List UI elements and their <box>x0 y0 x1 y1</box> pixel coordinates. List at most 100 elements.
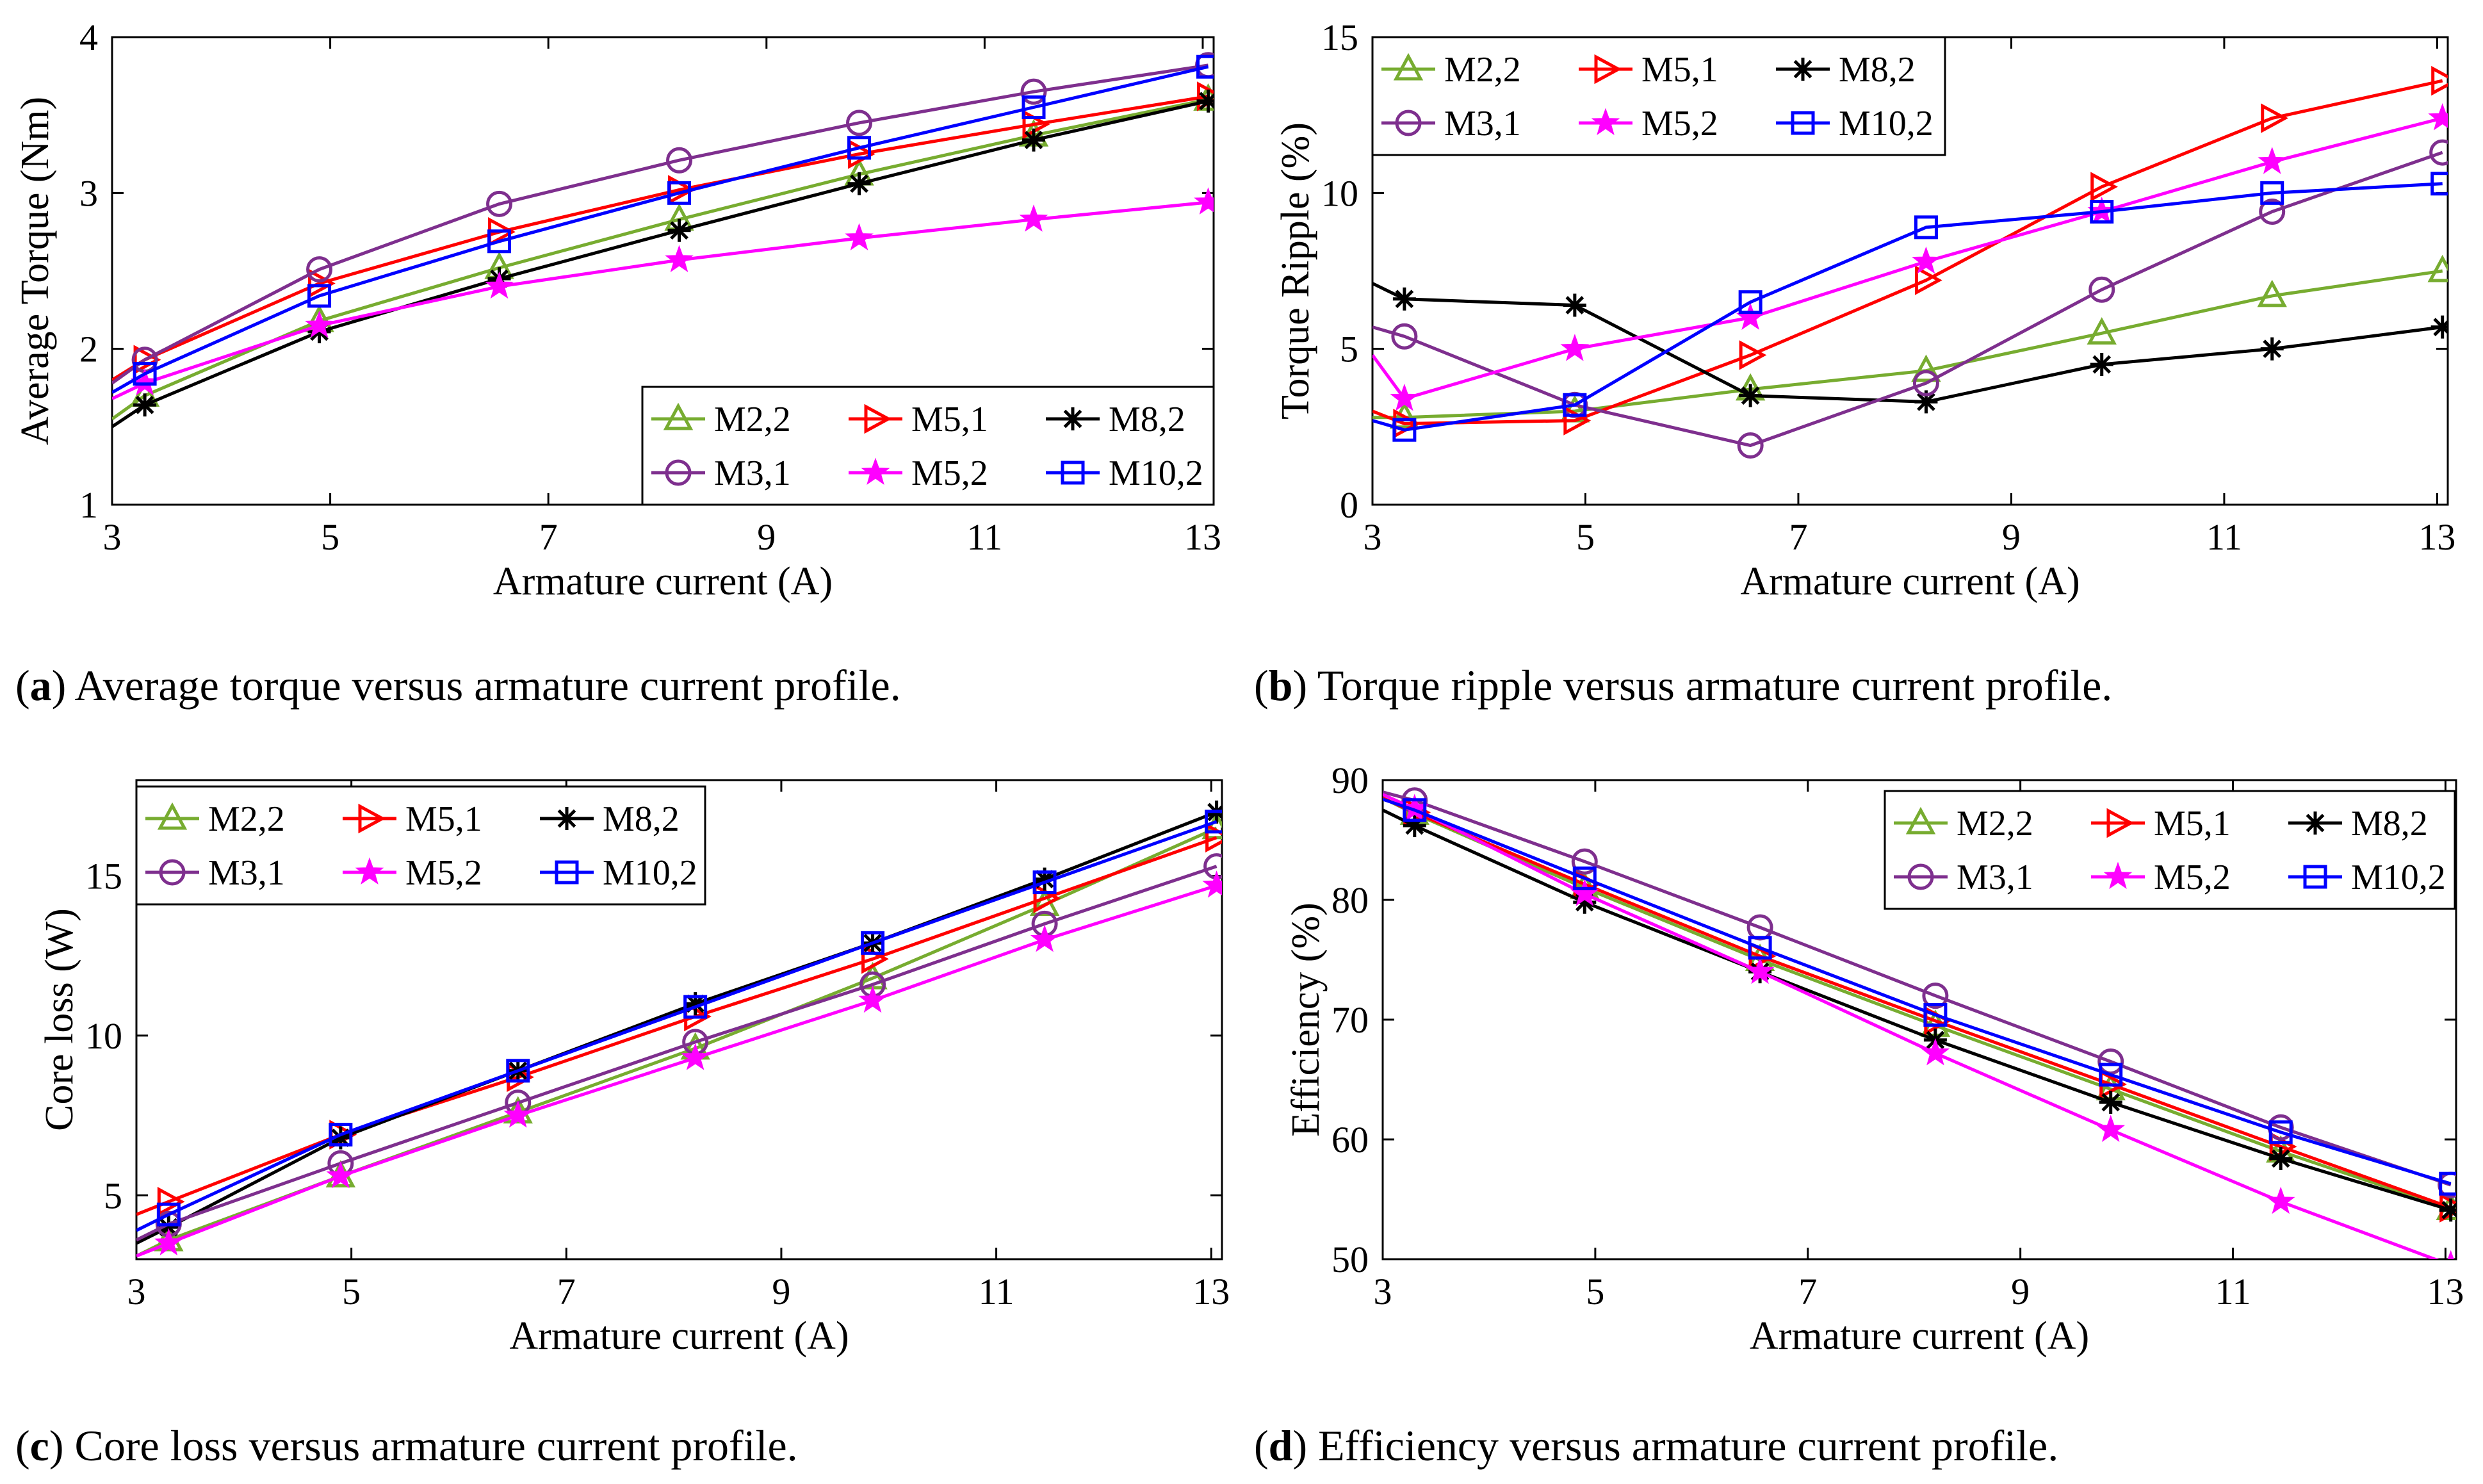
series-line-3 <box>1372 151 2443 448</box>
square-marker <box>506 1059 530 1083</box>
circle-marker <box>1922 983 1949 1009</box>
triangle-marker <box>2087 317 2117 345</box>
legend-label: M2,2 <box>208 799 285 839</box>
asterisk-marker <box>555 807 578 830</box>
x-tick-label: 7 <box>557 1271 576 1312</box>
legend: M2,2 M5,1 M8,2 M3,1 M5,2 M10,2 <box>135 785 706 906</box>
star-marker <box>858 985 887 1013</box>
triangle-right-marker <box>1594 54 1622 85</box>
x-tick-label: 11 <box>966 516 1002 558</box>
legend-label: M10,2 <box>1839 104 1933 143</box>
star-marker <box>326 1161 355 1189</box>
legend: M2,2 M5,1 M8,2 M3,1 M5,2 M10,2 <box>1884 790 2456 910</box>
asterisk-marker <box>2099 1091 2122 1114</box>
star-marker <box>1912 246 1941 274</box>
y-tick-label: 50 <box>1331 1239 1369 1280</box>
y-tick-label: 2 <box>79 329 98 370</box>
series-line-3 <box>112 63 1209 385</box>
triangle-right-marker <box>1739 340 1767 370</box>
asterisk-marker <box>1022 128 1046 152</box>
legend-label: M8,2 <box>603 799 680 839</box>
triangle-right-marker <box>2431 65 2448 96</box>
square-marker <box>2260 181 2284 205</box>
series-line-0 <box>112 97 1209 421</box>
square-marker <box>1061 461 1085 485</box>
star-marker <box>485 271 514 299</box>
square-marker <box>1791 111 1815 135</box>
legend-label: M5,1 <box>405 799 482 839</box>
star-marker <box>1202 870 1222 898</box>
legend-label: M5,1 <box>911 400 988 439</box>
series-line-4 <box>1372 117 2443 401</box>
x-tick-label: 3 <box>1364 516 1382 558</box>
star-marker <box>355 857 384 885</box>
triangle-right-marker <box>1914 265 1942 295</box>
circle-marker <box>2088 276 2115 303</box>
triangle-right-marker <box>2090 172 2118 202</box>
series-line-1 <box>112 95 1209 382</box>
triangle-marker <box>1905 806 1936 835</box>
series-line-5 <box>1383 797 2452 1186</box>
legend-label: M10,2 <box>2351 858 2446 897</box>
series-line-3 <box>136 865 1217 1242</box>
series-line-1 <box>136 836 1217 1216</box>
triangle-marker <box>157 802 188 830</box>
square-marker <box>2090 200 2114 224</box>
x-tick-label: 5 <box>321 516 339 558</box>
x-tick-label: 11 <box>979 1271 1014 1312</box>
circle-marker <box>665 459 692 486</box>
legend-box <box>641 386 1215 506</box>
x-tick-label: 13 <box>1193 1271 1230 1312</box>
asterisk-marker <box>2090 353 2113 376</box>
asterisk-marker <box>1739 384 1763 407</box>
legend-box <box>1371 36 1946 156</box>
y-axis-title: Average Torque (Nm) <box>13 97 57 445</box>
star-marker <box>1030 924 1059 952</box>
x-tick-label: 5 <box>1576 516 1595 558</box>
series-group <box>1383 787 2456 1259</box>
star-marker <box>1390 384 1419 411</box>
triangle-right-marker <box>864 404 892 434</box>
circle-marker <box>2429 139 2448 166</box>
series-line-0 <box>1372 269 2443 420</box>
square-marker <box>2439 1171 2456 1196</box>
square-marker <box>1914 215 1938 240</box>
square-marker <box>329 1123 353 1147</box>
x-axis-title: Armature current (A) <box>509 1314 849 1358</box>
triangle-marker <box>1389 401 1420 429</box>
square-marker <box>307 284 332 308</box>
square-marker <box>1392 418 1417 442</box>
asterisk-marker <box>2430 315 2448 339</box>
caption-label: a <box>30 661 52 710</box>
square-marker <box>555 860 579 885</box>
legend-label: M5,1 <box>1641 50 1718 90</box>
y-tick-label: 60 <box>1331 1119 1369 1161</box>
circle-marker <box>1907 863 1934 890</box>
triangle-right-marker <box>358 803 386 834</box>
legend: M2,2 M5,1 M8,2 M3,1 M5,2 M10,2 <box>1371 36 1946 156</box>
legend-label: M8,2 <box>1109 400 1185 439</box>
square-marker <box>1205 810 1222 834</box>
x-axis-title: Armature current (A) <box>1750 1314 2089 1358</box>
x-tick-label: 7 <box>1789 516 1807 558</box>
circle-marker <box>1395 110 1422 136</box>
legend-label: M10,2 <box>1109 453 1203 493</box>
y-tick-label: 90 <box>1331 760 1369 801</box>
star-marker <box>1591 108 1620 135</box>
y-tick-label: 4 <box>79 17 98 58</box>
x-axis-title: Armature current (A) <box>1740 560 2080 603</box>
circle-marker <box>1571 848 1598 875</box>
triangle-right-marker <box>133 345 161 375</box>
y-tick-label: 5 <box>104 1175 122 1216</box>
y-tick-label: 0 <box>1340 484 1358 526</box>
x-tick-label: 11 <box>2206 516 2242 558</box>
star-marker <box>305 310 334 338</box>
chart-panel-d: 3 5 7 9 11 13 50 60 70 80 90 Armature current (A) Ef… <box>1254 760 2464 1470</box>
star-marker <box>1194 187 1214 215</box>
panel-caption: (c) Core loss versus armature current pr… <box>15 1421 798 1470</box>
x-tick-label: 9 <box>2002 516 2021 558</box>
chart-panel-c: 3 5 7 9 11 13 5 10 15 Armature current (A) Core lo… <box>15 779 1230 1470</box>
square-marker <box>2430 172 2448 196</box>
triangle-marker <box>1911 354 1941 382</box>
